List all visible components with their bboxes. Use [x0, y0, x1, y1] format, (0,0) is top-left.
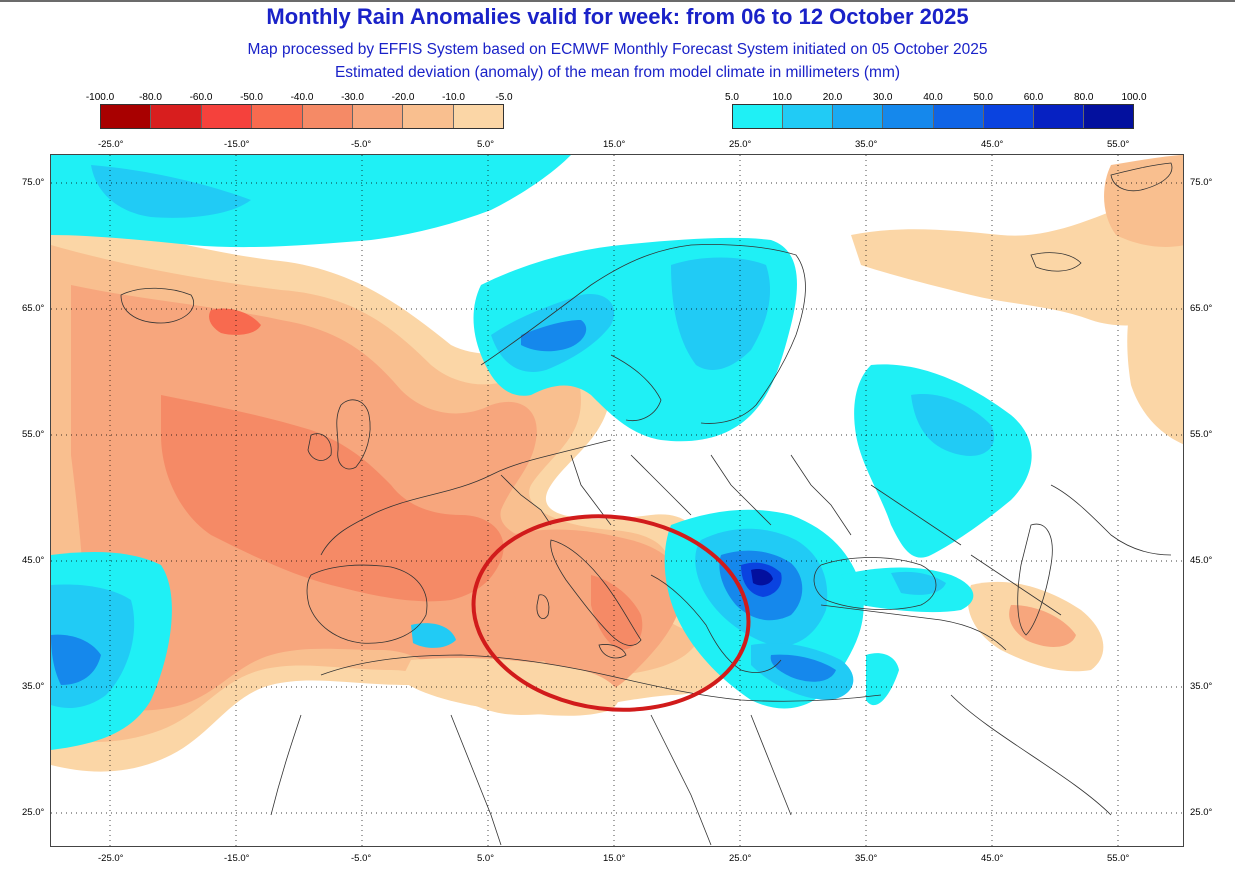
- lon-label-bottom: 55.0°: [1107, 853, 1130, 864]
- legend-positive-anomaly: 5.0 10.0 20.0 30.0 40.0 50.0 60.0 80.0 1…: [725, 92, 1147, 129]
- legend-swatch: [101, 105, 152, 128]
- legend-label: -10.0: [442, 92, 465, 103]
- legend-label: 5.0: [725, 92, 739, 103]
- wet-anomaly-area: [51, 155, 571, 248]
- legend-swatch: [302, 105, 353, 128]
- wet-anomaly-area: [91, 165, 251, 218]
- top-border: [0, 0, 1235, 2]
- legend-swatch: [201, 105, 253, 128]
- anomaly-map-svg: [51, 155, 1183, 846]
- lon-label-top: 55.0°: [1107, 139, 1130, 150]
- legend-swatch: [1033, 105, 1084, 128]
- lat-label-right: 25.0°: [1190, 807, 1213, 818]
- dry-anomaly-area: [209, 308, 261, 335]
- legend-label: -30.0: [341, 92, 364, 103]
- legend-label: -5.0: [495, 92, 513, 103]
- legend-swatch: [352, 105, 404, 128]
- legend-label: -20.0: [391, 92, 415, 103]
- dry-anomaly-area: [1009, 605, 1076, 647]
- lat-label-right: 55.0°: [1190, 429, 1213, 440]
- map-subtitle-units: Estimated deviation (anomaly) of the mea…: [334, 64, 901, 81]
- lon-label-bottom: 25.0°: [729, 853, 752, 864]
- lat-label-right: 45.0°: [1190, 555, 1213, 566]
- lon-label-top: 45.0°: [981, 139, 1004, 150]
- lon-label-top: -25.0°: [98, 139, 124, 150]
- legend-label: -60.0: [189, 92, 213, 103]
- dry-anomaly-area: [161, 395, 504, 602]
- legend-negative-anomaly: -100.0 -80.0 -60.0 -50.0 -40.0 -30.0 -20…: [86, 92, 513, 129]
- legend-label: -40.0: [290, 92, 314, 103]
- legend-label: 30.0: [873, 92, 893, 103]
- legend-swatch: [983, 105, 1034, 128]
- lon-label-top: 5.0°: [477, 139, 495, 150]
- lon-label-bottom: 35.0°: [855, 853, 878, 864]
- legend-swatch: [403, 105, 454, 128]
- lon-label-top: 35.0°: [855, 139, 878, 150]
- lat-label-right: 65.0°: [1190, 303, 1213, 314]
- lat-label-left: 45.0°: [22, 555, 45, 566]
- lon-label-bottom: 15.0°: [603, 853, 626, 864]
- legend-label: 50.0: [973, 92, 993, 103]
- wet-anomaly-area: [866, 653, 899, 706]
- legend-swatch: [453, 105, 503, 128]
- legend-label: 80.0: [1074, 92, 1094, 103]
- legend-swatch: [1083, 105, 1133, 128]
- legend-swatch: [883, 105, 934, 128]
- lon-label-top: -5.0°: [351, 139, 372, 150]
- legend-swatch: [933, 105, 984, 128]
- lat-label-left: 25.0°: [22, 807, 45, 818]
- legend-swatch: [783, 105, 834, 128]
- wet-anomaly-area: [891, 571, 946, 595]
- dry-anomaly-area: [1127, 298, 1183, 445]
- legend-label: 20.0: [822, 92, 843, 103]
- lon-label-top: 25.0°: [729, 139, 752, 150]
- map-title: Monthly Rain Anomalies valid for week: f…: [266, 4, 969, 29]
- legend-swatch: [833, 105, 884, 128]
- lat-label-right: 75.0°: [1190, 177, 1213, 188]
- lon-label-top: 15.0°: [603, 139, 626, 150]
- dry-anomaly-area: [851, 180, 1183, 326]
- legend-label: -80.0: [139, 92, 162, 103]
- lon-label-bottom: -25.0°: [98, 853, 124, 864]
- legend-positive-swatches: [732, 104, 1134, 129]
- wet-anomaly-area: [521, 320, 587, 352]
- lon-label-top: -15.0°: [224, 139, 250, 150]
- lon-label-bottom: 45.0°: [981, 853, 1004, 864]
- wet-anomaly-area: [671, 257, 771, 370]
- wet-anomaly-area: [770, 654, 836, 682]
- legend-label: -100.0: [85, 92, 115, 103]
- coastlines: [120, 162, 1173, 846]
- legend-label: 10.0: [772, 92, 792, 103]
- legend-negative-swatches: [100, 104, 504, 129]
- legend-label: 40.0: [923, 92, 943, 103]
- legend-label: 60.0: [1023, 92, 1044, 103]
- legend-swatch: [733, 105, 784, 128]
- legend-label: 100.0: [1121, 92, 1147, 103]
- dry-anomaly-area: [591, 575, 643, 650]
- lon-label-bottom: -15.0°: [224, 853, 250, 864]
- lat-label-left: 75.0°: [22, 177, 45, 188]
- map-subtitle-source: Map processed by EFFIS System based on E…: [247, 41, 988, 58]
- wet-anomaly-area: [854, 364, 1032, 558]
- wet-anomaly-area: [51, 634, 101, 685]
- highlight-ellipse: [471, 514, 751, 712]
- anomaly-map[interactable]: [50, 154, 1184, 847]
- lat-label-left: 65.0°: [22, 303, 45, 314]
- legend-positive-labels: 5.0 10.0 20.0 30.0 40.0 50.0 60.0 80.0 1…: [725, 92, 1146, 104]
- legend-negative-labels: -100.0 -80.0 -60.0 -50.0 -40.0 -30.0 -20…: [86, 92, 513, 104]
- wet-anomaly-area: [911, 394, 995, 456]
- wet-anomaly-area: [751, 569, 773, 586]
- legend-label: -50.0: [240, 92, 263, 103]
- wet-anomaly-area: [411, 623, 456, 648]
- dry-anomaly-area: [1104, 155, 1183, 247]
- lon-label-bottom: -5.0°: [351, 853, 372, 864]
- legend-swatch: [252, 105, 303, 128]
- legend-swatch: [151, 105, 202, 128]
- lat-label-right: 35.0°: [1190, 681, 1213, 692]
- lat-label-left: 35.0°: [22, 681, 45, 692]
- lat-label-left: 55.0°: [22, 429, 45, 440]
- lon-label-bottom: 5.0°: [477, 853, 495, 864]
